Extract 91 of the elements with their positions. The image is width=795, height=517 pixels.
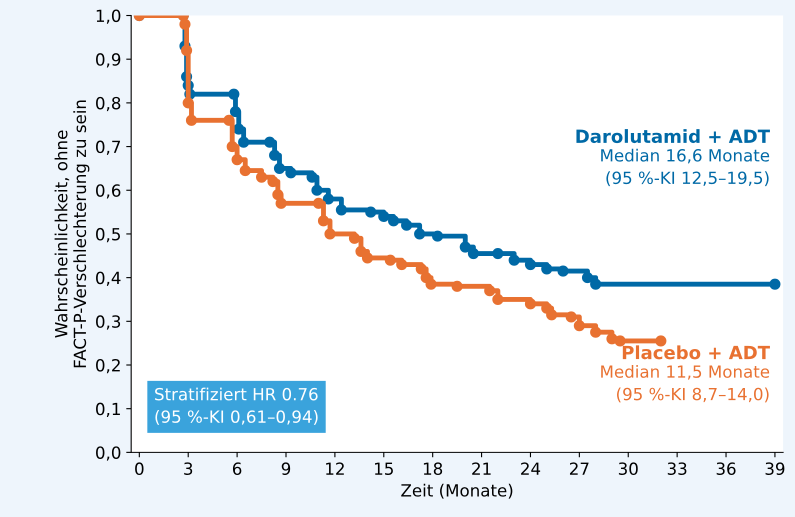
point: [313, 198, 324, 209]
x-tick-label: 18: [424, 462, 442, 475]
point: [590, 278, 602, 290]
point: [318, 215, 330, 226]
point: [566, 311, 577, 323]
x-tick-label: 21: [472, 462, 491, 475]
x-tick-label: 15: [375, 462, 393, 475]
point: [508, 254, 520, 266]
point: [524, 258, 536, 270]
point: [182, 97, 194, 108]
point: [362, 252, 374, 264]
point: [238, 136, 250, 148]
x-tick-label: 6: [232, 462, 242, 475]
x-tick-label: 39: [766, 462, 784, 475]
y-axis-title: Wahrscheinlichkeit, ohne FACT-P-Verschlechterung zu sein: [54, 100, 90, 368]
point: [425, 278, 437, 290]
x-tick-label: 12: [326, 462, 344, 475]
x-tick-label: 24: [521, 462, 540, 475]
point: [256, 172, 268, 183]
point: [558, 266, 569, 277]
point: [233, 124, 244, 135]
point: [460, 241, 471, 253]
point: [378, 210, 390, 222]
point: [401, 220, 412, 231]
point: [223, 114, 235, 126]
x-tick-label: 0: [135, 462, 144, 475]
point: [524, 298, 536, 310]
point: [769, 278, 780, 290]
point: [274, 162, 286, 174]
point: [230, 106, 242, 118]
y-tick-label: 1,0: [96, 9, 120, 24]
point: [484, 285, 496, 296]
y-tick-label: 0,8: [96, 96, 120, 112]
x-tick-label: 9: [282, 462, 290, 475]
point: [492, 294, 504, 306]
y-tick-label: 0,9: [96, 53, 120, 68]
point: [452, 280, 463, 292]
point: [590, 326, 602, 338]
point: [388, 215, 400, 226]
point: [365, 206, 376, 218]
point: [179, 18, 191, 30]
x-tick-label: 33: [668, 462, 686, 475]
point: [492, 248, 504, 260]
point: [432, 230, 444, 242]
point: [384, 254, 396, 266]
y-tick-label: 0,4: [96, 272, 121, 286]
y-tick-label: 0,6: [96, 184, 120, 199]
point: [226, 141, 238, 152]
point: [306, 172, 318, 183]
annotation: Stratifiziert HR 0.76 (95 %-KI 0,61–0,94): [155, 388, 318, 425]
point: [322, 193, 334, 205]
point: [228, 88, 240, 100]
point: [396, 258, 408, 270]
point: [267, 176, 279, 188]
point: [276, 198, 287, 209]
point: [269, 150, 280, 161]
y-tick-label: 0,2: [96, 358, 120, 374]
point: [264, 136, 276, 148]
point: [232, 154, 243, 166]
y-tick-label: 0,3: [96, 315, 120, 330]
point: [582, 272, 594, 284]
point: [355, 246, 367, 257]
point: [324, 228, 336, 240]
point: [181, 44, 192, 56]
point: [272, 189, 284, 200]
annotation: Median 11,5 Monate (95 %-KI 8,7–14,0): [601, 365, 770, 402]
y-tick-label: 0,1: [96, 402, 120, 417]
x-tick-label: 30: [618, 462, 638, 475]
point: [240, 165, 251, 176]
series-label: Placebo + ADT: [622, 345, 770, 360]
y-tick-label: 0,5: [96, 228, 120, 242]
point: [468, 248, 479, 260]
point: [614, 335, 626, 347]
x-tick-label: 36: [716, 462, 736, 475]
x-tick-label: 27: [570, 462, 589, 475]
point: [348, 232, 360, 244]
point: [541, 263, 552, 274]
annotation: Median 16,6 Monate (95 %-KI 12,5–19,5): [601, 148, 770, 186]
y-tick-label: 0,0: [96, 446, 120, 461]
point: [546, 309, 558, 320]
point: [186, 114, 198, 126]
text: Darolutamid + ADT: [576, 129, 770, 144]
x-axis-title: Zeit (Monate): [401, 484, 512, 499]
point: [414, 228, 426, 240]
y-tick-label: 0,7: [96, 140, 120, 155]
point: [285, 167, 296, 178]
point: [416, 263, 427, 274]
point: [311, 184, 323, 196]
point: [336, 204, 347, 216]
point: [574, 320, 585, 332]
x-tick-label: 3: [184, 462, 192, 475]
